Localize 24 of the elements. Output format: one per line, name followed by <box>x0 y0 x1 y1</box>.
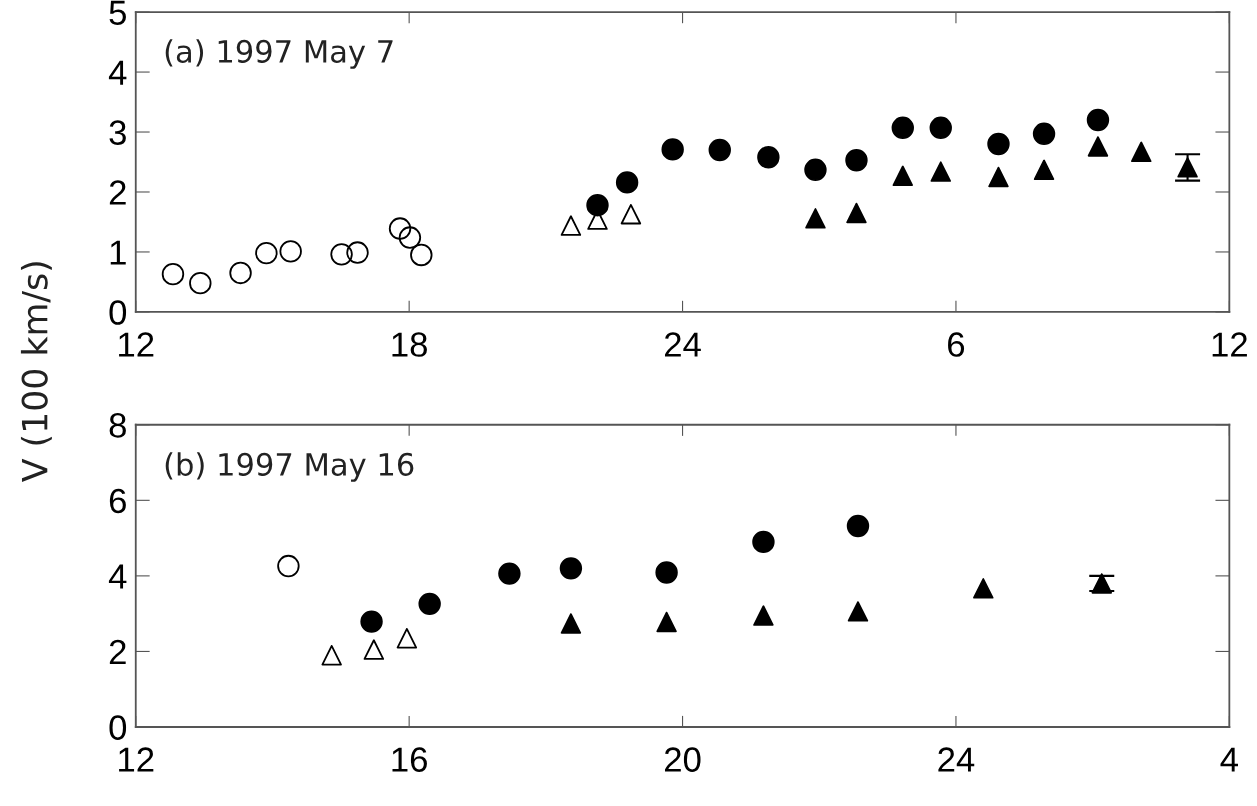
annotation: (b) 1997 May 16 <box>165 452 414 482</box>
x-tick-label: 12 <box>119 332 154 357</box>
y-tick-label: 0 <box>109 300 127 325</box>
y-tick-label: 4 <box>108 564 127 589</box>
y-tick-label: 1 <box>110 240 126 265</box>
x-tick-label: 6 <box>948 332 965 357</box>
y-tick-label: 4 <box>108 60 127 85</box>
x-tick-label: 24 <box>664 332 701 357</box>
x-tick-label: 20 <box>664 747 701 772</box>
x-tick-label: 16 <box>392 747 427 772</box>
y-tick-label: 2 <box>109 639 126 665</box>
y-axis-title: V (100 km/s) <box>20 262 52 482</box>
x-tick-label: 4 <box>1220 747 1238 772</box>
y-tick-label: 6 <box>109 488 126 514</box>
x-tick-label: 18 <box>392 332 427 357</box>
y-tick-label: 3 <box>109 120 126 145</box>
y-tick-label: 0 <box>109 715 127 740</box>
x-tick-label: 12 <box>1212 332 1247 357</box>
x-tick-label: 12 <box>119 747 154 772</box>
annotation: (a) 1997 May 7 <box>165 39 393 69</box>
y-tick-label: 8 <box>109 413 126 438</box>
y-tick-label: 5 <box>109 0 126 26</box>
x-tick-label: 24 <box>938 747 975 772</box>
y-tick-label: 2 <box>109 180 126 205</box>
